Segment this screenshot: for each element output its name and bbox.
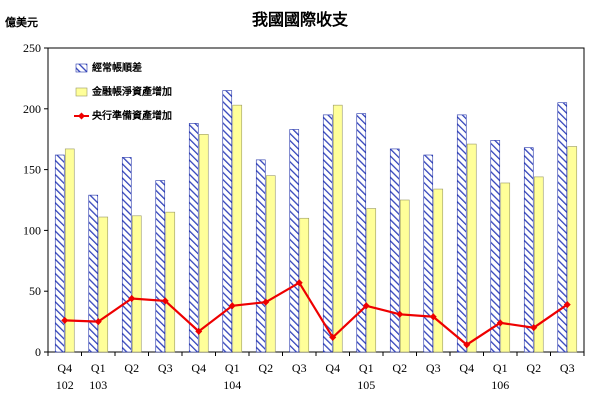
- bar-current-account: [188, 123, 199, 353]
- legend-label-current-account: 經常帳順差: [92, 61, 142, 74]
- bar-current-account: [88, 194, 99, 353]
- x-year-label: 106: [491, 378, 509, 392]
- line-layer: [61, 279, 571, 349]
- reserve-assets-point: [128, 294, 136, 302]
- y-axis-unit-label: 億美元: [5, 15, 38, 29]
- x-tick-label: Q4: [325, 361, 340, 375]
- y-tick-label: 250: [23, 41, 41, 55]
- bar-financial-account: [98, 216, 109, 353]
- bar-financial-account: [533, 176, 544, 353]
- y-tick-label: 200: [23, 102, 41, 116]
- x-year-label: 102: [56, 378, 74, 392]
- legend-swatch-financial-account: [75, 87, 88, 97]
- bar-current-account: [155, 180, 166, 353]
- bar-financial-account: [131, 215, 142, 353]
- bar-current-account: [423, 154, 434, 353]
- reserve-assets-point: [463, 341, 471, 349]
- bar-financial-account: [198, 134, 209, 353]
- bar-financial-account: [232, 104, 243, 353]
- bar-current-account: [557, 102, 568, 353]
- legend-swatch-current-account: [75, 63, 88, 73]
- x-tick-label: Q2: [124, 361, 139, 375]
- bar-current-account: [255, 159, 266, 353]
- reserve-assets-point: [228, 302, 236, 310]
- x-tick-label: Q3: [158, 361, 173, 375]
- y-tick-label: 100: [23, 223, 41, 237]
- reserve-assets-point: [329, 333, 337, 341]
- reserve-assets-point: [429, 313, 437, 321]
- reserve-assets-point: [94, 318, 102, 326]
- x-year-label: 105: [357, 378, 375, 392]
- bar-current-account: [54, 154, 65, 353]
- reserve-assets-point: [161, 297, 169, 305]
- x-tick-label: Q1: [225, 361, 240, 375]
- bar-current-account: [523, 147, 534, 353]
- bar-financial-account: [399, 199, 410, 353]
- x-tick-label: Q2: [392, 361, 407, 375]
- bar-current-account: [121, 157, 132, 353]
- reserve-assets-point: [362, 302, 370, 310]
- bar-current-account: [356, 113, 367, 353]
- reserve-assets-point: [262, 298, 270, 306]
- y-tick-label: 50: [29, 284, 41, 298]
- reserve-assets-point: [61, 316, 69, 324]
- x-tick-label: Q1: [91, 361, 106, 375]
- reserve-assets-point: [295, 279, 303, 287]
- bar-financial-account: [466, 143, 477, 353]
- bar-current-account: [289, 129, 300, 353]
- reserve-assets-point: [396, 310, 404, 318]
- x-tick-label: Q3: [560, 361, 575, 375]
- x-tick-label: Q3: [426, 361, 441, 375]
- bar-financial-account: [64, 148, 75, 353]
- reserve-assets-point: [530, 324, 538, 332]
- bar-financial-account: [366, 208, 377, 353]
- bar-current-account: [322, 114, 333, 353]
- x-tick-label: Q2: [258, 361, 273, 375]
- bar-current-account: [222, 90, 233, 353]
- bar-financial-account: [165, 211, 176, 353]
- x-tick-label: Q4: [459, 361, 474, 375]
- reserve-assets-point: [195, 327, 203, 335]
- bar-current-account: [490, 140, 501, 353]
- bar-financial-account: [567, 146, 578, 353]
- x-tick-label: Q2: [526, 361, 541, 375]
- bar-financial-account: [433, 188, 444, 353]
- legend-label-reserve-assets: 央行準備資產增加: [92, 109, 172, 122]
- bar-financial-account: [500, 182, 511, 353]
- x-tick-label: Q3: [292, 361, 307, 375]
- x-tick-label: Q1: [493, 361, 508, 375]
- bar-financial-account: [332, 104, 343, 353]
- bar-current-account: [389, 148, 400, 353]
- bars-layer: [54, 90, 578, 353]
- legend-marker-reserve-assets: [78, 112, 85, 120]
- axis-layer: 0 50 100 150 200 250 Q4 102 Q1 103 Q2 Q3 Q4 Q1 104 Q2 Q3…: [23, 41, 585, 392]
- x-tick-label: Q4: [191, 361, 206, 375]
- x-tick-label: Q4: [57, 361, 72, 375]
- reserve-assets-point: [496, 319, 504, 327]
- x-year-label: 103: [89, 378, 107, 392]
- reserve-assets-point: [563, 301, 571, 309]
- legend-label-financial-account: 金融帳淨資產增加: [91, 85, 172, 98]
- bar-financial-account: [265, 175, 276, 353]
- reserve-assets-line: [64, 281, 568, 347]
- y-tick-label: 150: [23, 163, 41, 177]
- x-year-label: 104: [223, 378, 241, 392]
- bar-current-account: [456, 114, 467, 353]
- y-tick-label: 0: [35, 345, 41, 359]
- chart-title: 我國國際收支: [252, 10, 349, 29]
- x-tick-label: Q1: [359, 361, 374, 375]
